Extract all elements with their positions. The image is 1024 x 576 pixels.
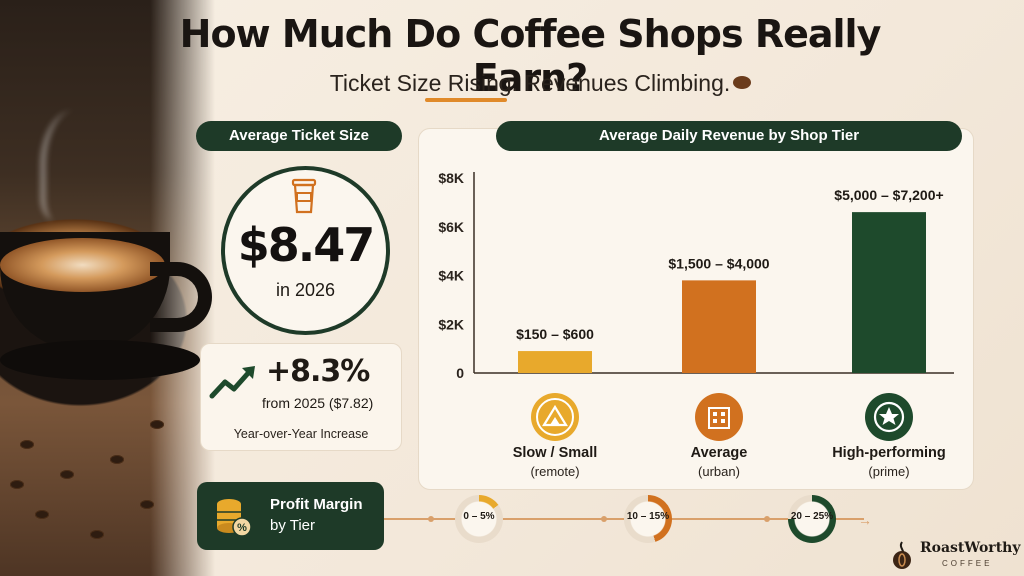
connector-dot <box>601 516 607 522</box>
coffee-bean-icon <box>60 470 74 479</box>
ticket-size-year: in 2026 <box>275 280 336 300</box>
tier-name-average: Average <box>690 445 748 461</box>
bar-0 <box>518 351 592 373</box>
y-tick-label: $4K <box>438 268 464 284</box>
star-icon <box>864 392 914 442</box>
brand-tagline: COFFEE <box>942 559 993 568</box>
ticket-size-header: Average Ticket Size <box>196 121 402 151</box>
yoy-label: Year-over-Year Increase <box>233 427 369 441</box>
chart-title: Average Daily Revenue by Shop Tier <box>496 121 962 151</box>
page-subtitle: Ticket Size Rising. Revenues Climbing. <box>329 70 731 96</box>
profit-margin-subtitle: by Tier <box>270 517 316 534</box>
revenue-bar-chart: 0 $2K $4K $6K $8K $150 – $600 $1,500 – $4,000 $… <box>438 170 954 381</box>
tier-name-high: High-performing <box>832 445 946 461</box>
bar-data-label: $5,000 – $7,200+ <box>834 187 943 203</box>
coffee-bean-icon <box>10 480 24 489</box>
tier-sub-slow: (remote) <box>530 464 580 479</box>
roastworthy-logo-icon <box>893 541 911 569</box>
coffee-bean-icon <box>90 530 104 539</box>
bar-1 <box>682 280 756 373</box>
y-tick-label: 0 <box>456 365 464 381</box>
tier-name-slow: Slow / Small <box>512 445 598 461</box>
coffee-bean-icon <box>733 76 751 89</box>
connector-dot <box>428 516 434 522</box>
coffee-bean-icon <box>150 420 164 429</box>
margin-label-high: 20 – 25% <box>790 511 834 522</box>
saucer <box>0 340 200 380</box>
margin-ring-mid <box>624 495 672 543</box>
city-building-icon <box>694 392 744 442</box>
margin-ring-high <box>788 495 836 543</box>
margin-label-low: 0 – 5% <box>463 511 495 522</box>
coins-percent-icon: % <box>217 499 252 537</box>
coffee-bean-icon <box>140 500 154 509</box>
bar-2 <box>852 212 926 373</box>
profit-margin-title: Profit Margin <box>270 496 363 513</box>
yoy-from-value: from 2025 ($7.82) <box>262 395 374 411</box>
tree-mountain-icon <box>530 392 580 442</box>
connector-dot <box>764 516 770 522</box>
margin-label-mid: 10 – 15% <box>626 511 670 522</box>
trend-up-icon <box>209 366 255 399</box>
brand-name: RoastWorthy <box>920 540 1021 556</box>
subtitle-underline <box>425 98 507 102</box>
yoy-card <box>200 343 402 451</box>
svg-text:%: % <box>237 522 247 534</box>
latte-art-surface <box>0 238 165 292</box>
y-tick-label: $6K <box>438 219 464 235</box>
bar-data-label: $150 – $600 <box>516 326 594 342</box>
arrow-right-icon: → <box>858 512 872 528</box>
ticket-size-value: $8.47 <box>237 218 376 272</box>
page-title: How Much Do Coffee Shops Really Earn? <box>179 12 882 100</box>
margin-ring-low <box>455 495 503 543</box>
tier-sub-high: (prime) <box>868 464 910 479</box>
coffee-to-go-icon <box>291 178 317 214</box>
steam-illustration <box>40 110 110 220</box>
coffee-bean-icon <box>110 455 124 464</box>
yoy-change-value: +8.3% <box>266 354 370 389</box>
tier-sub-average: (urban) <box>698 464 740 479</box>
coffee-bean-icon <box>20 440 34 449</box>
y-tick-label: $2K <box>438 316 464 332</box>
coffee-bean-icon <box>35 510 49 519</box>
y-tick-label: $8K <box>438 170 464 186</box>
bar-data-label: $1,500 – $4,000 <box>668 255 769 271</box>
ticket-size-circle <box>221 166 390 335</box>
